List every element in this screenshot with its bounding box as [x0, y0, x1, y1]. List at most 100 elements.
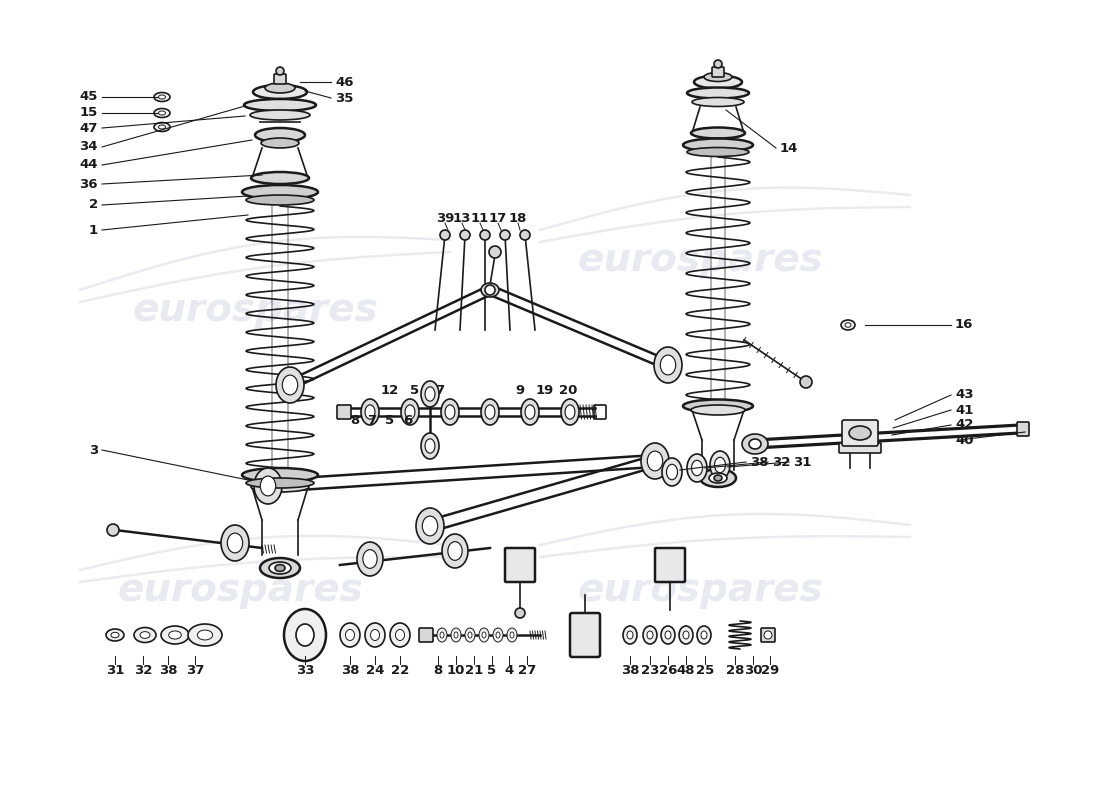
Circle shape — [107, 524, 119, 536]
Text: 19: 19 — [536, 383, 554, 397]
Ellipse shape — [692, 460, 703, 476]
Text: eurospares: eurospares — [117, 571, 363, 609]
Text: 5: 5 — [487, 663, 496, 677]
Ellipse shape — [647, 631, 653, 639]
Text: 18: 18 — [509, 211, 527, 225]
Ellipse shape — [666, 631, 671, 639]
Ellipse shape — [284, 609, 326, 661]
FancyBboxPatch shape — [1018, 422, 1028, 436]
Text: 34: 34 — [79, 141, 98, 154]
Text: 22: 22 — [390, 663, 409, 677]
Text: 38: 38 — [158, 663, 177, 677]
Ellipse shape — [276, 367, 304, 403]
Ellipse shape — [275, 565, 285, 571]
Circle shape — [520, 230, 530, 240]
Circle shape — [276, 67, 284, 75]
Text: 43: 43 — [955, 389, 974, 402]
Ellipse shape — [188, 624, 222, 646]
Ellipse shape — [296, 624, 314, 646]
Ellipse shape — [468, 632, 472, 638]
Text: 17: 17 — [488, 211, 507, 225]
Text: 28: 28 — [726, 663, 745, 677]
FancyBboxPatch shape — [274, 74, 286, 84]
Ellipse shape — [510, 632, 514, 638]
Ellipse shape — [425, 387, 435, 401]
Ellipse shape — [691, 127, 745, 138]
Text: eurospares: eurospares — [578, 571, 823, 609]
FancyBboxPatch shape — [505, 548, 535, 582]
Text: 9: 9 — [516, 383, 525, 397]
Ellipse shape — [221, 525, 249, 561]
Circle shape — [500, 230, 510, 240]
Ellipse shape — [106, 629, 124, 641]
Text: 1: 1 — [89, 223, 98, 237]
Text: 48: 48 — [676, 663, 695, 677]
Ellipse shape — [244, 99, 316, 111]
Ellipse shape — [644, 626, 657, 644]
Ellipse shape — [849, 426, 871, 440]
Text: 40: 40 — [955, 434, 974, 446]
Text: 29: 29 — [761, 663, 779, 677]
Ellipse shape — [465, 628, 475, 642]
Ellipse shape — [714, 475, 722, 481]
Text: 38: 38 — [341, 663, 360, 677]
Ellipse shape — [683, 631, 689, 639]
Text: 33: 33 — [296, 663, 315, 677]
Ellipse shape — [667, 464, 678, 480]
Text: 46: 46 — [336, 75, 353, 89]
FancyBboxPatch shape — [337, 405, 351, 419]
Text: 31: 31 — [793, 455, 812, 469]
Ellipse shape — [421, 381, 439, 407]
Ellipse shape — [405, 405, 415, 419]
Text: eurospares: eurospares — [578, 241, 823, 279]
Ellipse shape — [365, 623, 385, 647]
Ellipse shape — [697, 626, 711, 644]
Ellipse shape — [641, 443, 669, 479]
Circle shape — [515, 608, 525, 618]
Ellipse shape — [478, 628, 490, 642]
Text: 16: 16 — [955, 318, 974, 331]
Text: 20: 20 — [559, 383, 578, 397]
Ellipse shape — [437, 628, 447, 642]
Ellipse shape — [451, 628, 461, 642]
Ellipse shape — [361, 399, 379, 425]
Text: 38: 38 — [750, 455, 769, 469]
Ellipse shape — [481, 283, 499, 297]
Ellipse shape — [623, 626, 637, 644]
Ellipse shape — [197, 630, 212, 640]
Ellipse shape — [421, 433, 439, 459]
Ellipse shape — [565, 405, 575, 419]
Ellipse shape — [661, 626, 675, 644]
Ellipse shape — [683, 399, 754, 413]
Ellipse shape — [749, 439, 761, 449]
Text: 42: 42 — [955, 418, 974, 431]
Circle shape — [485, 285, 495, 295]
Ellipse shape — [158, 125, 165, 129]
Ellipse shape — [683, 138, 754, 151]
Ellipse shape — [340, 623, 360, 647]
Ellipse shape — [390, 623, 410, 647]
Ellipse shape — [242, 185, 318, 199]
Circle shape — [460, 230, 470, 240]
Ellipse shape — [251, 482, 309, 492]
Ellipse shape — [627, 631, 632, 639]
Ellipse shape — [496, 632, 500, 638]
Ellipse shape — [662, 458, 682, 486]
Ellipse shape — [270, 562, 292, 574]
FancyBboxPatch shape — [570, 613, 600, 657]
Ellipse shape — [448, 542, 462, 560]
Ellipse shape — [371, 630, 380, 641]
Ellipse shape — [365, 405, 375, 419]
Text: 44: 44 — [79, 158, 98, 171]
Text: 38: 38 — [620, 663, 639, 677]
Ellipse shape — [265, 83, 295, 93]
Text: 13: 13 — [453, 211, 471, 225]
Ellipse shape — [161, 626, 189, 644]
FancyBboxPatch shape — [654, 548, 685, 582]
Ellipse shape — [261, 138, 299, 148]
Text: 36: 36 — [79, 178, 98, 190]
Text: 32: 32 — [772, 455, 791, 469]
Text: 26: 26 — [659, 663, 678, 677]
Text: 27: 27 — [518, 663, 536, 677]
Ellipse shape — [710, 451, 730, 479]
